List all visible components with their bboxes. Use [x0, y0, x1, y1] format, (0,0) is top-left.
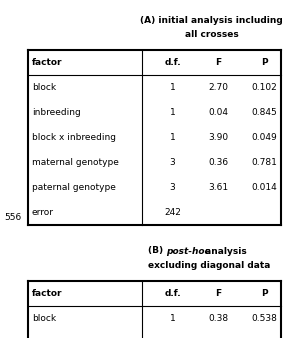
Text: maternal genotype: maternal genotype — [32, 158, 119, 167]
Text: 3.61: 3.61 — [208, 183, 229, 192]
Text: 0.102: 0.102 — [251, 83, 277, 92]
Text: F: F — [215, 58, 221, 67]
Text: block: block — [32, 314, 56, 323]
Text: block: block — [32, 83, 56, 92]
Text: 0.781: 0.781 — [251, 158, 277, 167]
Text: 0.36: 0.36 — [208, 158, 229, 167]
Text: 3: 3 — [170, 183, 175, 192]
Text: 556: 556 — [4, 213, 21, 221]
Text: P: P — [261, 58, 268, 67]
Text: excluding diagonal data: excluding diagonal data — [148, 261, 271, 269]
Text: error: error — [32, 208, 54, 217]
Text: block x inbreeding: block x inbreeding — [32, 133, 116, 142]
Text: 0.014: 0.014 — [251, 183, 277, 192]
Text: inbreeding: inbreeding — [32, 108, 81, 117]
Text: 1: 1 — [170, 133, 175, 142]
Text: d.f.: d.f. — [164, 58, 181, 67]
Text: d.f.: d.f. — [164, 289, 181, 298]
Text: 1: 1 — [170, 314, 175, 323]
Text: (B): (B) — [148, 246, 166, 256]
Text: 0.845: 0.845 — [251, 108, 277, 117]
Text: F: F — [215, 289, 221, 298]
Text: 0.38: 0.38 — [208, 314, 229, 323]
Text: (A) initial analysis including: (A) initial analysis including — [140, 16, 283, 25]
Text: factor: factor — [32, 58, 62, 67]
Text: 0.538: 0.538 — [251, 314, 277, 323]
Text: paternal genotype: paternal genotype — [32, 183, 116, 192]
Text: 1: 1 — [170, 108, 175, 117]
Text: 2.70: 2.70 — [208, 83, 228, 92]
Text: post-hoc: post-hoc — [166, 246, 210, 256]
Text: P: P — [261, 289, 268, 298]
Text: all crosses: all crosses — [185, 30, 238, 39]
Text: 3: 3 — [170, 158, 175, 167]
Text: 242: 242 — [164, 208, 181, 217]
Text: 0.04: 0.04 — [208, 108, 228, 117]
Text: 3.90: 3.90 — [208, 133, 229, 142]
Text: 0.049: 0.049 — [251, 133, 277, 142]
Text: analysis: analysis — [202, 246, 247, 256]
Text: 1: 1 — [170, 83, 175, 92]
Text: factor: factor — [32, 289, 62, 298]
